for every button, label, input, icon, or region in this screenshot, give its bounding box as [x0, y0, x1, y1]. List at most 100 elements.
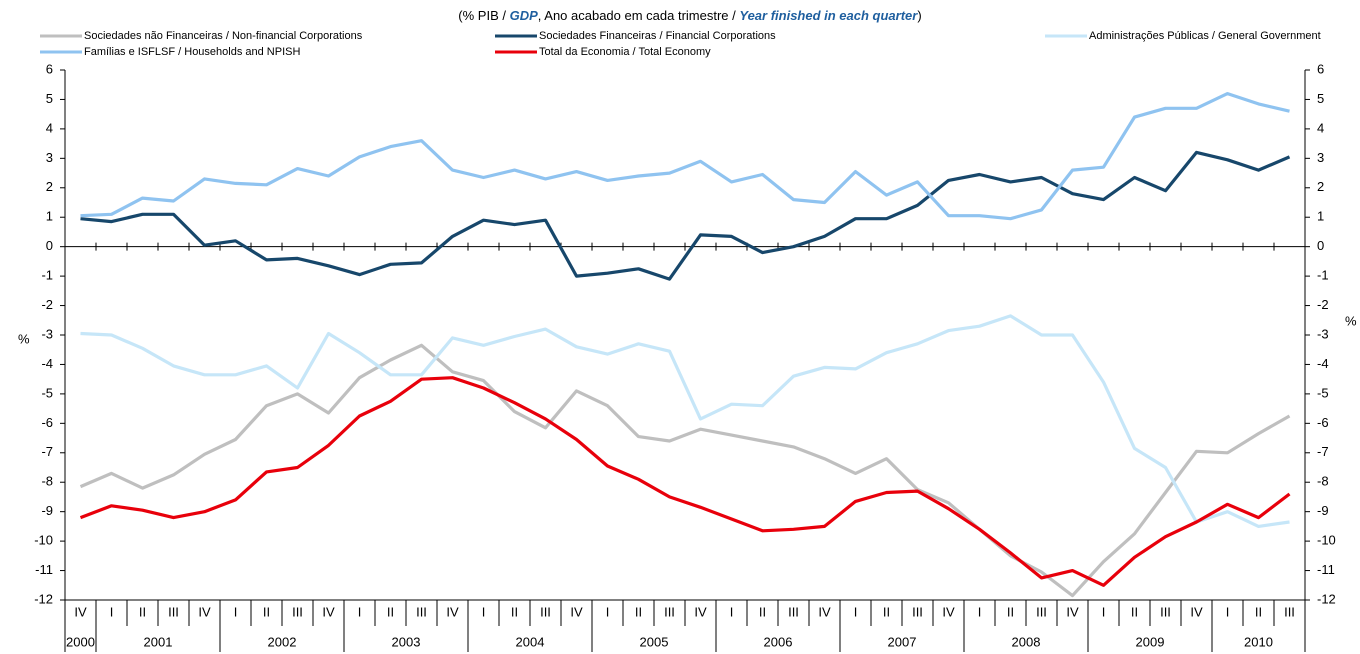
title-part: (% PIB / [458, 8, 509, 23]
x-tick-label: III [168, 604, 179, 619]
x-tick-label: I [854, 604, 858, 619]
y2-tick-label: 0 [1317, 238, 1324, 253]
x-tick-label: II [635, 604, 642, 619]
y2-tick-label: -8 [1317, 474, 1329, 489]
y-tick-label: -2 [41, 297, 53, 312]
y2-tick-label: -10 [1317, 533, 1336, 548]
x-tick-label: III [292, 604, 303, 619]
legend-label: Sociedades Financeiras / Financial Corpo… [539, 30, 776, 42]
title-part: ) [917, 8, 921, 23]
y2-tick-label: -3 [1317, 326, 1329, 341]
y-tick-label: -10 [34, 533, 53, 548]
chart-title: (% PIB / GDP, Ano acabado em cada trimes… [458, 8, 921, 23]
y-tick-label: 5 [46, 91, 53, 106]
x-tick-label: I [606, 604, 610, 619]
title-part: Year finished in each quarter [739, 8, 918, 23]
y-tick-label: -11 [35, 562, 53, 577]
x-tick-label: IV [818, 604, 831, 619]
x-tick-label: II [511, 604, 518, 619]
y-axis-label: % [18, 331, 30, 346]
year-label: 2005 [640, 634, 669, 649]
x-tick-label: II [1255, 604, 1262, 619]
x-tick-label: I [1102, 604, 1106, 619]
year-label: 2008 [1012, 634, 1041, 649]
year-label: 2000 [66, 634, 95, 649]
x-tick-label: II [883, 604, 890, 619]
series-line [79, 376, 1291, 587]
x-tick-label: IV [446, 604, 459, 619]
title-part: , Ano acabado em cada trimestre / [538, 8, 740, 23]
y2-axis-label: % [1345, 313, 1357, 328]
y-tick-label: -5 [41, 385, 53, 400]
x-tick-label: IV [74, 604, 87, 619]
y2-tick-label: 1 [1317, 209, 1324, 224]
y-tick-label: -4 [41, 356, 53, 371]
y-tick-label: -9 [41, 503, 53, 518]
y-tick-label: -6 [41, 415, 53, 430]
y2-tick-label: -12 [1317, 591, 1336, 606]
legend-label: Administrações Públicas / General Govern… [1089, 30, 1321, 42]
x-tick-label: II [139, 604, 146, 619]
x-tick-label: I [730, 604, 734, 619]
x-tick-label: I [358, 604, 362, 619]
year-label: 2002 [268, 634, 297, 649]
x-tick-label: III [416, 604, 427, 619]
y2-tick-label: 6 [1317, 61, 1324, 76]
y2-tick-label: -7 [1317, 444, 1329, 459]
year-label: 2001 [144, 634, 173, 649]
x-tick-label: IV [570, 604, 583, 619]
series-line [80, 314, 1290, 528]
x-tick-label: IV [1190, 604, 1203, 619]
y-tick-label: -7 [41, 444, 53, 459]
y2-tick-label: 2 [1317, 179, 1324, 194]
x-tick-label: I [234, 604, 238, 619]
y-tick-label: 3 [46, 150, 53, 165]
legend-label: Famílias e ISFLSF / Households and NPISH [84, 46, 300, 58]
x-tick-label: II [759, 604, 766, 619]
x-tick-label: IV [198, 604, 211, 619]
y2-tick-label: -9 [1317, 503, 1329, 518]
series-line [80, 150, 1291, 281]
y-tick-label: 4 [46, 120, 53, 135]
x-tick-label: III [1160, 604, 1171, 619]
y-tick-label: -12 [34, 591, 53, 606]
y-tick-label: -1 [41, 268, 53, 283]
y2-tick-label: -5 [1317, 385, 1329, 400]
y2-tick-label: -1 [1317, 268, 1329, 283]
x-tick-label: IV [322, 604, 335, 619]
y-tick-label: 0 [46, 238, 53, 253]
x-tick-label: III [664, 604, 675, 619]
x-tick-label: III [1036, 604, 1047, 619]
series-line [80, 92, 1290, 221]
y-tick-label: 6 [46, 61, 53, 76]
year-label: 2006 [764, 634, 793, 649]
x-tick-label: III [1284, 604, 1295, 619]
y2-tick-label: -11 [1317, 562, 1335, 577]
y-tick-label: 1 [46, 209, 53, 224]
year-label: 2003 [392, 634, 421, 649]
x-tick-label: III [788, 604, 799, 619]
x-tick-label: II [263, 604, 270, 619]
y2-tick-label: -2 [1317, 297, 1329, 312]
year-label: 2010 [1244, 634, 1273, 649]
y2-tick-label: 4 [1317, 120, 1324, 135]
x-tick-label: IV [694, 604, 707, 619]
x-tick-label: II [1131, 604, 1138, 619]
x-tick-label: I [1226, 604, 1230, 619]
y2-tick-label: -6 [1317, 415, 1329, 430]
x-tick-label: I [110, 604, 114, 619]
x-tick-label: III [912, 604, 923, 619]
y2-tick-label: 3 [1317, 150, 1324, 165]
y-tick-label: 2 [46, 179, 53, 194]
y2-tick-label: -4 [1317, 356, 1329, 371]
x-tick-label: I [482, 604, 486, 619]
year-label: 2007 [888, 634, 917, 649]
x-tick-label: IV [942, 604, 955, 619]
x-tick-label: II [1007, 604, 1014, 619]
year-label: 2004 [516, 634, 545, 649]
y-tick-label: -3 [41, 326, 53, 341]
x-tick-label: I [978, 604, 982, 619]
legend-label: Sociedades não Financeiras / Non-financi… [84, 30, 363, 42]
year-label: 2009 [1136, 634, 1165, 649]
